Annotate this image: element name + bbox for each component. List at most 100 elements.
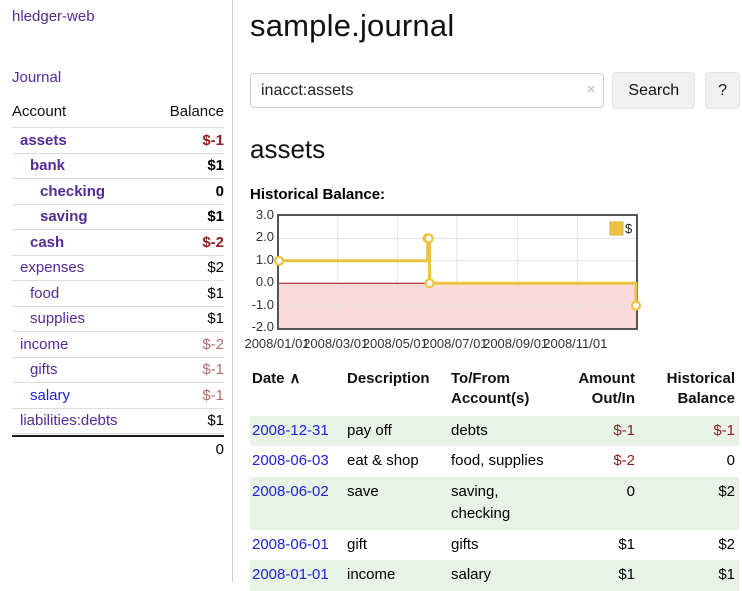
sidebar-account-balance: $-1 [202,131,224,149]
clear-search-icon[interactable]: × [586,81,596,98]
sidebar-item-journal[interactable]: Journal [12,69,62,86]
y-tick-label: 3.0 [255,207,274,222]
sidebar-account-balance: $1 [207,208,224,226]
register-amount-cell: $1 [618,566,635,583]
search-button[interactable]: Search [612,72,696,109]
register-date-link[interactable]: 2008-06-02 [252,482,329,500]
register-accounts-cell: salary [451,566,492,583]
brand-link[interactable]: hledger-web [12,8,95,25]
sidebar-account-balance: 0 [215,182,224,200]
account-balance-table: Account Balance assets $-1 bank $1 checking 0… [12,101,224,461]
register-date-cell: 2008-06-03 [250,446,345,477]
historical-balance-chart: $ 3.0 2.0 1.0 0.0 -1.0 -2.0 2008/01/01 2008/03/… [244,207,730,351]
sidebar-account-link-checking[interactable]: checking [40,182,106,200]
register-description-cell: eat & shop [347,452,419,469]
register-accounts-cell: food, supplies [451,452,544,469]
account-table-header: Account Balance [12,101,224,127]
sidebar-account-balance: $2 [207,259,224,277]
register-amount-cell: $1 [618,535,635,553]
register-date-cell: 2008-06-01 [250,530,345,561]
register-amount-cell: $-2 [613,452,635,469]
sidebar-account-balance: $1 [207,310,224,328]
chart-legend: $ [609,221,633,236]
register-date-cell: 2008-01-01 [250,560,345,591]
sidebar-account-link-cash[interactable]: cash [30,233,65,251]
sidebar-account-link-salary[interactable]: salary [30,386,71,404]
main-content: sample.journal × Search ? assets Histori… [233,0,742,591]
search-input-wrap: × [250,73,605,108]
account-column-header: Account [12,103,67,120]
chart-plot[interactable]: $ [273,214,642,330]
page-title: sample.journal [250,8,455,43]
sidebar-account-link-liabilities-debts[interactable]: liabilities:debts [20,412,118,430]
column-header-balance[interactable]: Historical Balance [666,370,735,408]
register-date-cell: 2008-12-31 [250,416,345,447]
sidebar-account-link-income[interactable]: income [20,335,69,353]
search-bar: × Search ? [250,72,740,109]
account-row: assets $-1 [12,127,224,153]
y-tick-label: -1.0 [251,296,274,312]
sidebar-account-link-food[interactable]: food [30,284,60,302]
register-balance-cell: $1 [718,566,735,583]
sidebar-account-balance: $-1 [202,361,224,379]
register-table: Date ∧ Description To/From Account(s) Amo… [250,367,739,591]
sidebar-account-link-assets[interactable]: assets [20,131,67,149]
account-row: expenses $2 [12,254,224,281]
sidebar-account-link-expenses[interactable]: expenses [20,259,85,277]
register-date-link[interactable]: 2008-06-03 [252,452,329,469]
register-amount-cell: 0 [626,482,635,500]
column-header-amount[interactable]: Amount Out/In [578,370,635,408]
register-row: 2008-12-31 pay off debts $-1 $-1 [250,415,739,447]
column-header-description[interactable]: Description [347,370,430,387]
help-button[interactable]: ? [705,72,740,109]
sidebar-account-link-gifts[interactable]: gifts [30,361,58,379]
sidebar-account-balance: $1 [207,412,224,430]
account-row: gifts $-1 [12,356,224,383]
chart-title: Historical Balance: [250,186,386,203]
sidebar-account-balance: $-1 [202,386,224,404]
register-accounts-cell: gifts [451,535,479,553]
column-header-accounts[interactable]: To/From Account(s) [451,370,530,408]
register-row: 2008-06-01 gift gifts $1 $2 [250,530,739,561]
x-tick-label: 2008/03/01 [303,336,369,351]
register-date-link[interactable]: 2008-12-31 [252,421,329,439]
register-date-link[interactable]: 2008-01-01 [252,566,329,583]
account-row: income $-2 [12,331,224,357]
sidebar-account-balance: $1 [207,157,224,175]
register-header-row: Date ∧ Description To/From Account(s) Amo… [250,367,739,416]
sidebar-account-link-saving[interactable]: saving [40,208,88,226]
y-tick-label: 0.0 [255,274,274,290]
register-row: 2008-01-01 income salary $1 $1 [250,560,739,591]
x-tick-label: 2008/05/01 [362,336,428,351]
sidebar-account-balance: $1 [207,284,224,302]
x-tick-label: 2008/01/01 [244,336,310,351]
search-input[interactable] [250,73,605,108]
sidebar-account-balance: $-2 [202,233,224,251]
account-row: food $1 [12,280,224,306]
register-description-cell: income [347,566,396,583]
sidebar: hledger-web Journal Account Balance asse… [0,0,233,582]
register-row: 2008-06-02 save saving, checking 0 $2 [250,476,739,530]
account-row: liabilities:debts $1 [12,407,224,434]
account-total-row: 0 [12,435,224,461]
register-accounts-cell: debts [451,421,488,439]
register-description-cell: save [347,482,379,500]
account-row: supplies $1 [12,305,224,332]
x-tick-label: 2008/09/01 [483,336,549,351]
sidebar-account-balance: $-2 [202,335,224,353]
svg-text:$: $ [625,221,633,236]
register-date-cell: 2008-06-02 [250,477,345,530]
sidebar-account-link-supplies[interactable]: supplies [30,310,86,328]
register-balance-cell: $-1 [713,421,735,439]
x-tick-label: 2008/07/01 [422,336,488,351]
register-rows: 2008-12-31 pay off debts $-1 $-1 2008-06-03 ea… [250,415,739,591]
register-balance-cell: $2 [718,482,735,500]
account-row: checking 0 [12,178,224,204]
register-date-link[interactable]: 2008-06-01 [252,535,329,553]
y-tick-label: 2.0 [255,229,274,245]
sidebar-account-link-bank[interactable]: bank [30,157,66,175]
column-header-date[interactable]: Date ∧ [250,367,345,416]
register-accounts-cell: saving, checking [451,482,511,523]
account-total-value: 0 [215,440,224,458]
account-tree: assets $-1 bank $1 checking 0 saving $1 cash $-2 e… [12,127,224,434]
